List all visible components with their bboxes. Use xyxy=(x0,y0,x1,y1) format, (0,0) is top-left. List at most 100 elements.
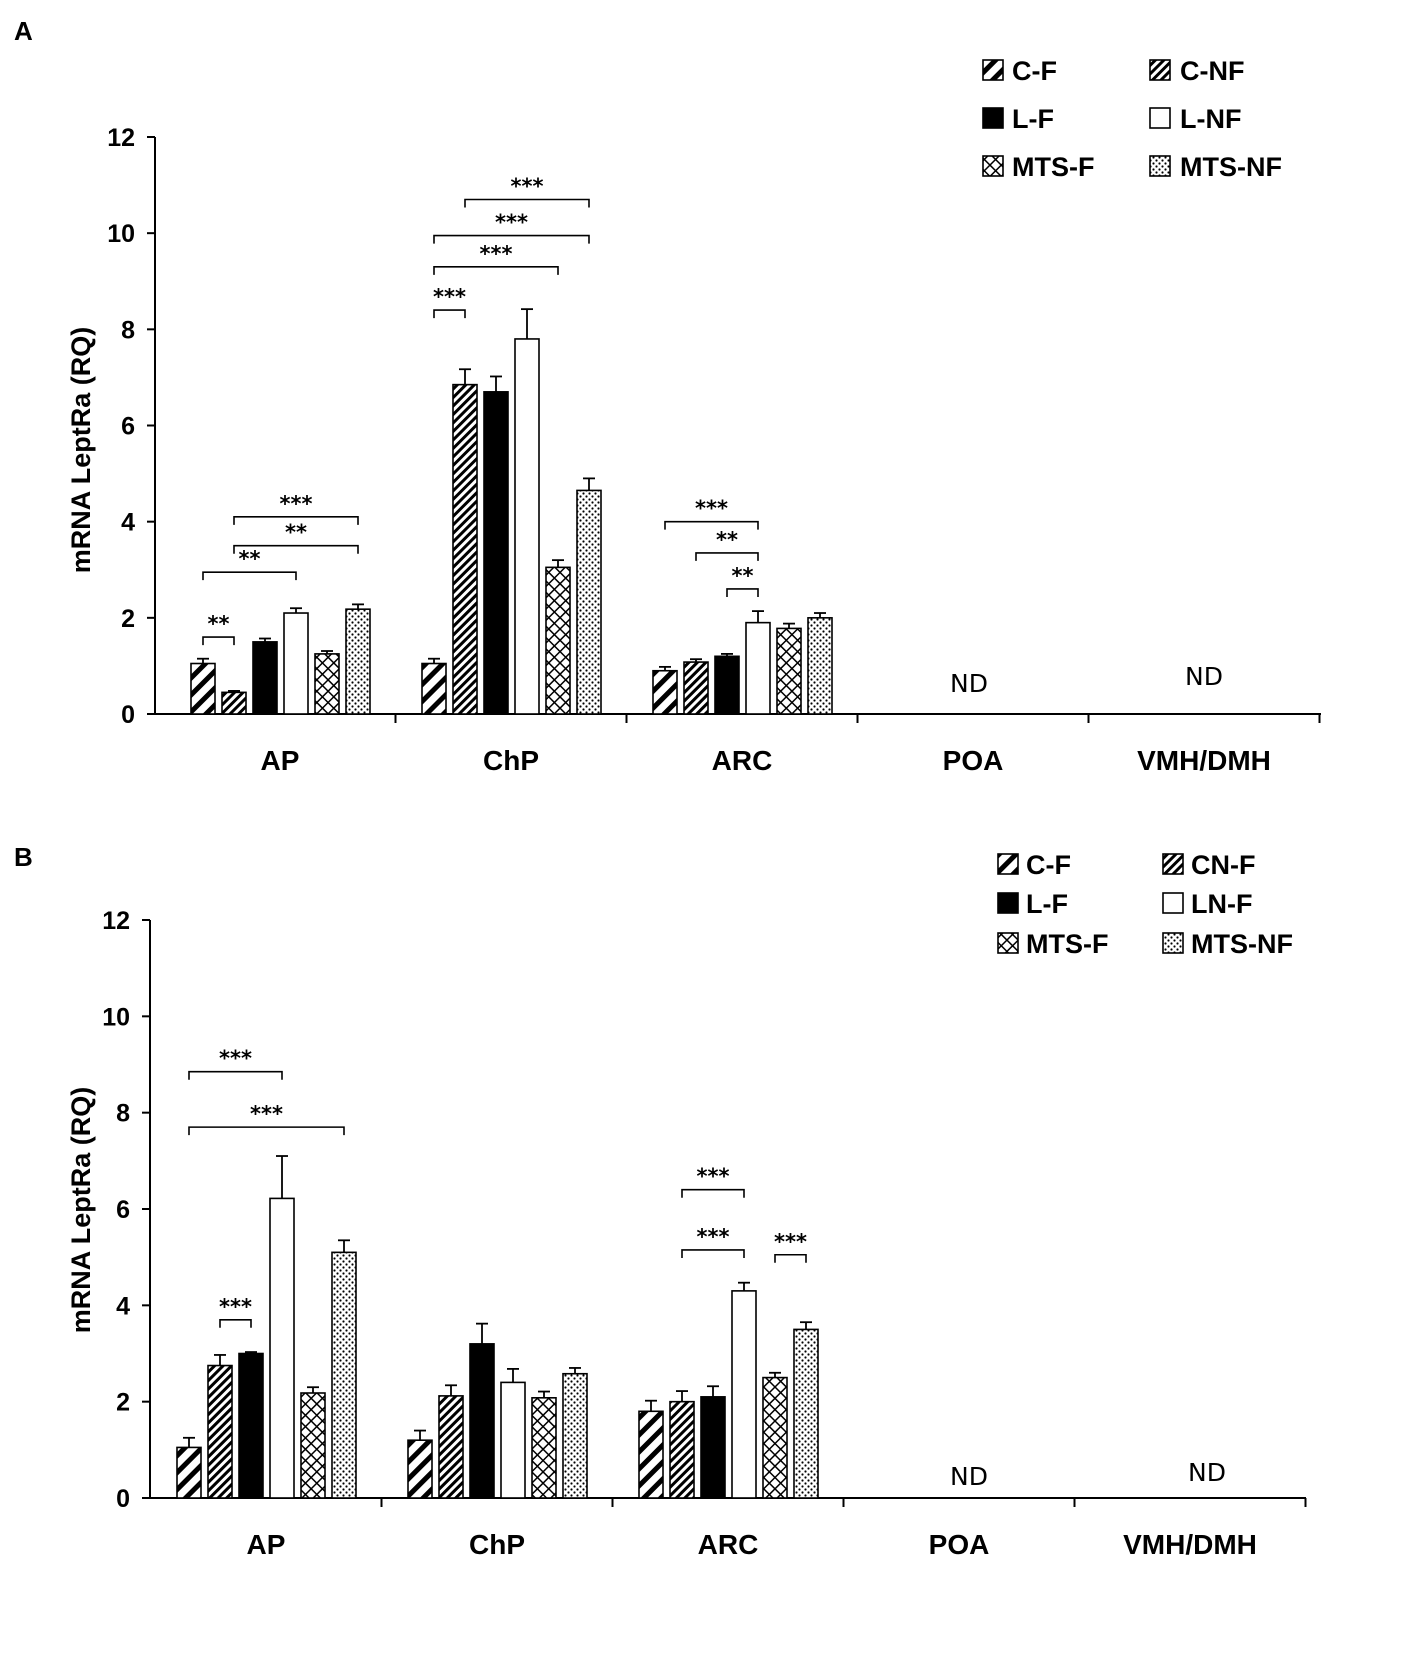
bar-mts-f xyxy=(531,1397,557,1499)
bar-mts-f xyxy=(776,627,802,715)
x-category-label: VMH/DMH xyxy=(1137,745,1271,776)
significance-bracket xyxy=(433,309,466,319)
significance-label: ** xyxy=(716,528,738,552)
y-tick-label: 10 xyxy=(107,220,135,248)
bar-c-nf xyxy=(221,691,247,715)
legend-label: MTS-F xyxy=(1012,152,1094,182)
panel-a-letter: A xyxy=(14,16,33,46)
significance-label: *** xyxy=(250,1102,283,1126)
significance-bracket xyxy=(188,1126,345,1136)
bar-mts-f xyxy=(300,1392,326,1499)
bar-ln-f xyxy=(269,1197,295,1499)
significance-label: *** xyxy=(495,211,528,235)
bar-c-nf xyxy=(452,383,478,715)
nd-label: ND xyxy=(1185,662,1223,691)
x-category-label: ARC xyxy=(712,745,773,776)
y-tick-label: 12 xyxy=(102,907,130,935)
bar-cn-f xyxy=(207,1364,233,1499)
y-tick-label: 8 xyxy=(116,1100,130,1128)
bar-mts-nf xyxy=(562,1372,588,1499)
legend-label: C-F xyxy=(1012,56,1057,86)
significance-bracket xyxy=(188,1070,283,1080)
significance-label: *** xyxy=(697,1165,730,1189)
significance-label: *** xyxy=(695,497,728,521)
bar-c-f xyxy=(407,1439,433,1499)
legend-label: CN-F xyxy=(1191,850,1255,880)
significance-label: *** xyxy=(697,1225,730,1249)
legend-swatch xyxy=(1149,107,1171,129)
legend-label: MTS-NF xyxy=(1191,929,1293,959)
x-category-label: ChP xyxy=(469,1529,525,1560)
bar-mts-nf xyxy=(793,1328,819,1499)
bar-mts-nf xyxy=(345,608,371,715)
legend-label: LN-F xyxy=(1191,889,1252,919)
bar-l-nf xyxy=(745,621,771,715)
panel-a-legend: C-F C-NF L-F L-NF MTS-F MTS-NF xyxy=(982,56,1282,182)
y-tick-label: 2 xyxy=(121,605,135,633)
bar-ln-f xyxy=(731,1290,757,1499)
legend-swatch xyxy=(1149,59,1171,81)
legend-swatch xyxy=(982,59,1004,81)
x-category-label: ARC xyxy=(698,1529,759,1560)
y-tick-label: 4 xyxy=(116,1292,130,1320)
significance-label: *** xyxy=(433,285,466,309)
x-category-label: AP xyxy=(261,745,300,776)
bar-mts-f xyxy=(762,1376,788,1499)
significance-bracket xyxy=(202,636,235,646)
x-category-label: POA xyxy=(943,745,1004,776)
significance-bracket xyxy=(233,516,359,525)
y-tick-label: 10 xyxy=(102,1003,130,1031)
significance-bracket xyxy=(681,1249,745,1258)
x-category-label: POA xyxy=(929,1529,990,1560)
significance-bracket xyxy=(681,1188,745,1198)
y-tick-label: 0 xyxy=(116,1485,130,1513)
significance-bracket xyxy=(233,544,359,554)
legend-swatch xyxy=(982,155,1004,177)
bar-mts-nf xyxy=(576,489,602,715)
bar-l-f xyxy=(469,1343,495,1499)
bar-l-nf xyxy=(283,612,309,715)
panel-b-y-axis-label: mRNA LeptRa (RQ) xyxy=(66,1087,96,1334)
legend-swatch xyxy=(997,853,1019,875)
bar-mts-nf xyxy=(807,617,833,715)
bar-c-f xyxy=(421,662,447,715)
x-category-label: AP xyxy=(247,1529,286,1560)
bar-c-f xyxy=(176,1446,202,1499)
legend-swatch xyxy=(1162,853,1184,875)
significance-label: *** xyxy=(219,1047,252,1071)
bar-l-f xyxy=(238,1352,264,1499)
significance-bracket xyxy=(695,552,759,561)
x-category-label: VMH/DMH xyxy=(1123,1529,1257,1560)
panel-b-letter: B xyxy=(14,842,33,872)
bar-mts-f xyxy=(545,566,571,715)
legend-swatch xyxy=(997,892,1019,914)
y-tick-label: 6 xyxy=(121,413,135,441)
panel-b-legend: C-F CN-F L-F LN-F MTS-F MTS-NF xyxy=(997,850,1293,959)
significance-bracket xyxy=(464,198,590,208)
legend-swatch xyxy=(982,107,1004,129)
significance-bracket xyxy=(433,234,590,244)
bar-l-f xyxy=(714,655,740,715)
significance-label: ** xyxy=(208,612,230,636)
bar-c-f xyxy=(190,662,216,715)
significance-label: *** xyxy=(511,175,544,199)
bar-cn-f xyxy=(438,1395,464,1499)
bar-cn-f xyxy=(669,1400,695,1499)
significance-bracket xyxy=(202,571,297,581)
bar-mts-f xyxy=(314,653,340,715)
significance-label: *** xyxy=(480,242,513,266)
legend-label: L-F xyxy=(1026,889,1068,919)
nd-label: ND xyxy=(950,669,988,698)
legend-swatch xyxy=(1162,932,1184,954)
significance-bracket xyxy=(433,266,559,275)
legend-label: MTS-F xyxy=(1026,929,1108,959)
nd-label: ND xyxy=(1188,1458,1226,1487)
legend-label: L-F xyxy=(1012,104,1054,134)
y-tick-label: 2 xyxy=(116,1389,130,1417)
significance-label: *** xyxy=(219,1295,252,1319)
legend-swatch xyxy=(1149,155,1171,177)
legend-swatch xyxy=(997,932,1019,954)
x-category-label: ChP xyxy=(483,745,539,776)
panel-b-chart: 0 2 4 6 8 10 12 AP ChP ARC POA VMH/DMH *** *** *** *** *… xyxy=(102,907,1307,1560)
